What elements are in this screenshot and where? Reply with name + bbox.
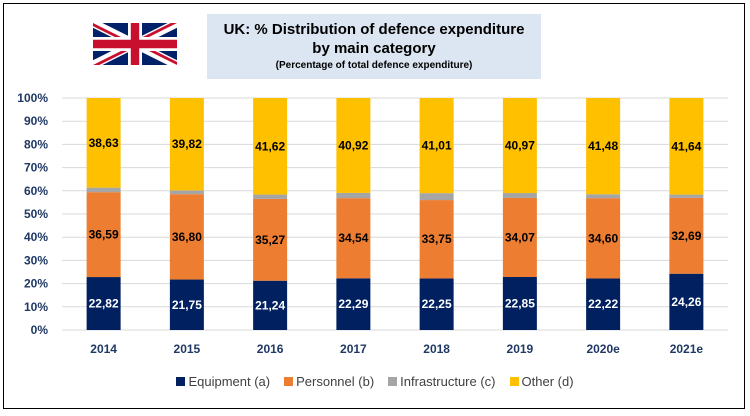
legend-swatch xyxy=(509,377,519,386)
data-label-personnel: 35,27 xyxy=(255,233,285,247)
chart-title-box: UK: % Distribution of defence expenditur… xyxy=(207,14,541,79)
x-tick-label: 2019 xyxy=(507,342,534,356)
legend-item-infrastructure: Infrastructure (c) xyxy=(388,374,496,389)
x-tick-label: 2015 xyxy=(174,342,201,356)
x-tick-label: 2016 xyxy=(257,342,284,356)
uk-flag-icon xyxy=(93,22,177,65)
bar-personnel xyxy=(669,197,704,274)
bar-equipment xyxy=(86,277,121,330)
y-tick-label: 40% xyxy=(24,230,48,244)
chart-title-line2: by main category xyxy=(312,40,436,57)
y-tick-label: 30% xyxy=(24,253,48,267)
bar-infrastructure xyxy=(336,192,371,199)
bar-other xyxy=(253,98,288,195)
bar-personnel xyxy=(586,198,621,279)
x-tick-label: 2020e xyxy=(586,342,620,356)
data-label-equipment: 22,25 xyxy=(422,297,452,311)
bar-personnel xyxy=(419,200,454,279)
data-label-equipment: 21,75 xyxy=(172,298,202,312)
data-label-equipment: 22,22 xyxy=(588,297,618,311)
legend-item-other: Other (d) xyxy=(509,374,574,389)
chart-title: UK: % Distribution of defence expenditur… xyxy=(223,21,525,38)
bar-personnel xyxy=(253,198,288,281)
bar-personnel xyxy=(86,192,121,278)
y-tick-label: 100% xyxy=(17,91,48,105)
data-label-personnel: 32,69 xyxy=(671,229,701,243)
legend-item-equipment: Equipment (a) xyxy=(176,374,270,389)
legend-label: Personnel (b) xyxy=(296,374,375,389)
legend-swatch xyxy=(388,377,398,386)
data-label-personnel: 34,54 xyxy=(338,231,368,245)
data-label-personnel: 33,75 xyxy=(422,232,452,246)
bar-other xyxy=(86,98,121,188)
data-label-other: 38,63 xyxy=(89,136,119,150)
bar-equipment xyxy=(169,279,204,330)
bar-equipment xyxy=(586,278,621,330)
bar-equipment xyxy=(253,280,288,330)
data-label-equipment: 22,29 xyxy=(338,297,368,311)
legend-swatch xyxy=(284,377,294,386)
bar-equipment xyxy=(419,278,454,330)
legend-item-personnel: Personnel (b) xyxy=(284,374,374,389)
y-tick-label: 60% xyxy=(24,184,48,198)
x-tick-label: 2014 xyxy=(90,342,117,356)
data-label-personnel: 34,07 xyxy=(505,230,535,244)
data-label-other: 40,92 xyxy=(338,138,368,152)
data-label-other: 41,01 xyxy=(422,139,452,153)
bar-infrastructure xyxy=(669,194,704,198)
bar-infrastructure xyxy=(586,194,621,199)
data-label-other: 40,97 xyxy=(505,139,535,153)
data-label-personnel: 36,80 xyxy=(172,230,202,244)
y-tick-label: 70% xyxy=(24,161,48,175)
data-label-equipment: 24,26 xyxy=(671,295,701,309)
bar-infrastructure xyxy=(419,193,454,201)
bar-other xyxy=(169,98,204,191)
y-tick-label: 0% xyxy=(31,323,49,337)
bar-equipment xyxy=(669,273,704,330)
bar-other xyxy=(502,98,537,194)
data-label-other: 41,64 xyxy=(671,139,701,153)
data-label-other: 41,48 xyxy=(588,139,618,153)
bar-other xyxy=(586,98,621,195)
x-tick-label: 2018 xyxy=(423,342,450,356)
x-tick-label: 2021e xyxy=(670,342,704,356)
bar-equipment xyxy=(336,278,371,330)
legend-label: Infrastructure (c) xyxy=(400,374,496,389)
legend-label: Equipment (a) xyxy=(188,374,271,389)
bar-personnel xyxy=(169,194,204,280)
data-label-personnel: 34,60 xyxy=(588,231,618,245)
data-label-equipment: 22,85 xyxy=(505,296,535,310)
y-tick-label: 50% xyxy=(24,207,48,221)
bar-infrastructure xyxy=(86,187,121,193)
chart-legend: Equipment (a) Personnel (b) Infrastructure… xyxy=(0,374,750,389)
bar-infrastructure xyxy=(502,193,537,198)
bar-other xyxy=(669,98,704,195)
bar-infrastructure xyxy=(169,190,204,195)
bar-personnel xyxy=(502,197,537,277)
x-tick-label: 2017 xyxy=(340,342,367,356)
chart-subtitle: (Percentage of total defence expenditure… xyxy=(275,60,473,71)
y-tick-label: 10% xyxy=(24,300,48,314)
data-label-equipment: 22,82 xyxy=(89,297,119,311)
data-label-other: 41,62 xyxy=(255,139,285,153)
bar-other xyxy=(419,98,454,194)
data-label-other: 39,82 xyxy=(172,137,202,151)
bar-infrastructure xyxy=(253,194,288,199)
data-label-equipment: 21,24 xyxy=(255,298,285,312)
legend-label: Other (d) xyxy=(521,374,574,389)
bar-personnel xyxy=(336,198,371,279)
y-tick-label: 80% xyxy=(24,137,48,151)
data-label-personnel: 36,59 xyxy=(89,228,119,242)
y-tick-label: 20% xyxy=(24,277,48,291)
bar-other xyxy=(336,98,371,193)
y-tick-label: 90% xyxy=(24,114,48,128)
bar-equipment xyxy=(502,276,537,330)
legend-swatch xyxy=(176,377,186,386)
